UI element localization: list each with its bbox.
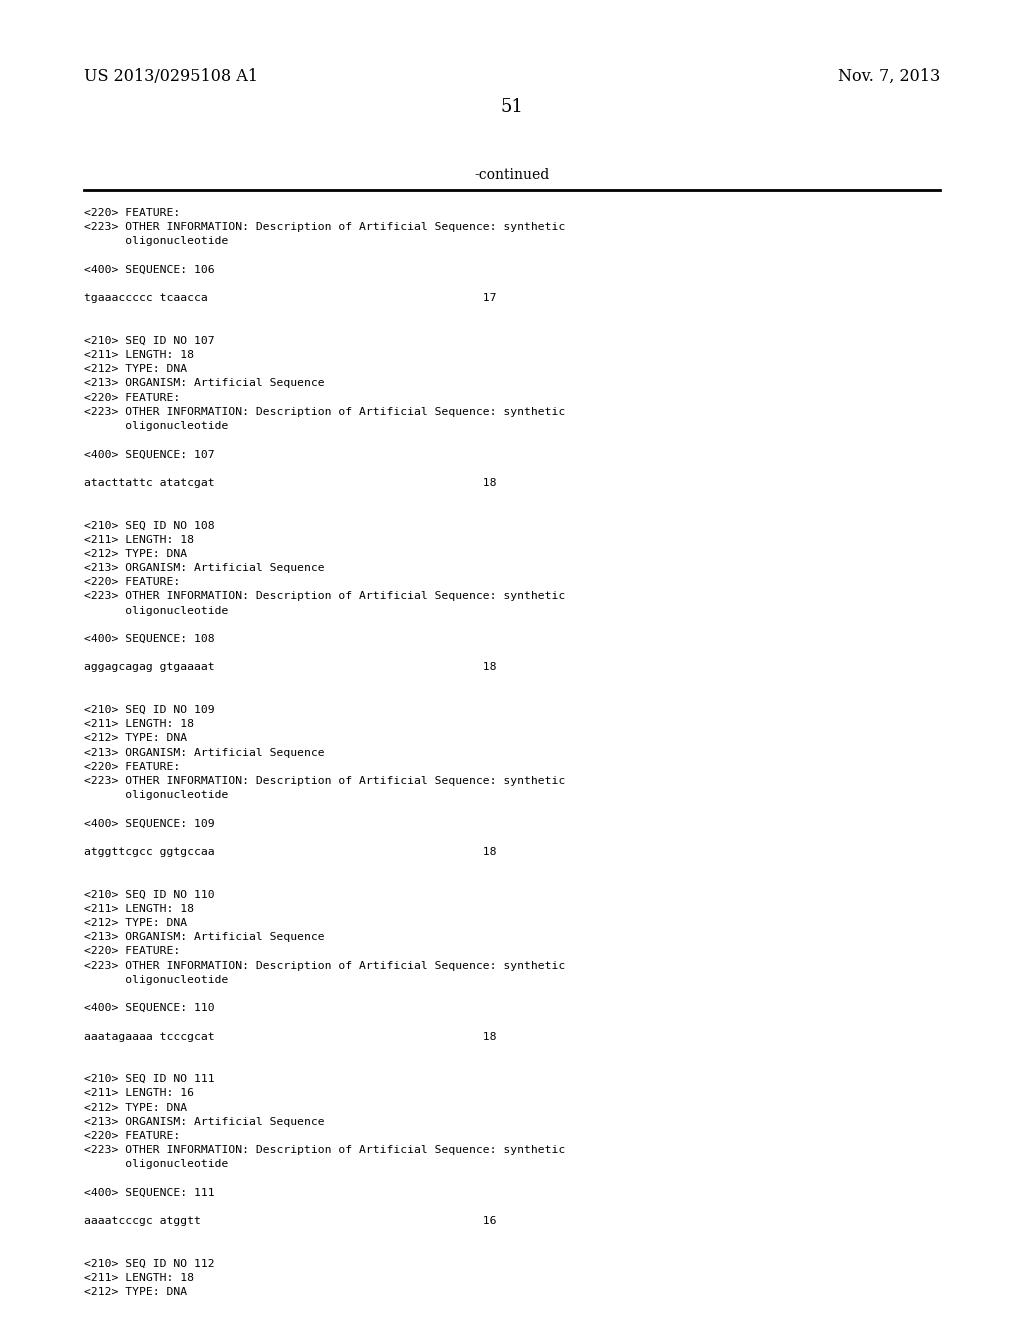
- Text: <220> FEATURE:: <220> FEATURE:: [84, 1131, 180, 1140]
- Text: oligonucleotide: oligonucleotide: [84, 1159, 228, 1170]
- Text: <212> TYPE: DNA: <212> TYPE: DNA: [84, 917, 187, 928]
- Text: oligonucleotide: oligonucleotide: [84, 791, 228, 800]
- Text: <213> ORGANISM: Artificial Sequence: <213> ORGANISM: Artificial Sequence: [84, 379, 325, 388]
- Text: <210> SEQ ID NO 108: <210> SEQ ID NO 108: [84, 520, 215, 531]
- Text: <211> LENGTH: 18: <211> LENGTH: 18: [84, 719, 194, 729]
- Text: <223> OTHER INFORMATION: Description of Artificial Sequence: synthetic: <223> OTHER INFORMATION: Description of …: [84, 407, 565, 417]
- Text: aggagcagag gtgaaaat                                       18: aggagcagag gtgaaaat 18: [84, 663, 497, 672]
- Text: atggttcgcc ggtgccaa                                       18: atggttcgcc ggtgccaa 18: [84, 847, 497, 857]
- Text: <223> OTHER INFORMATION: Description of Artificial Sequence: synthetic: <223> OTHER INFORMATION: Description of …: [84, 1146, 565, 1155]
- Text: <211> LENGTH: 18: <211> LENGTH: 18: [84, 1272, 194, 1283]
- Text: <210> SEQ ID NO 111: <210> SEQ ID NO 111: [84, 1074, 215, 1084]
- Text: US 2013/0295108 A1: US 2013/0295108 A1: [84, 69, 258, 84]
- Text: <212> TYPE: DNA: <212> TYPE: DNA: [84, 1287, 187, 1298]
- Text: aaaatcccgc atggtt                                         16: aaaatcccgc atggtt 16: [84, 1216, 497, 1226]
- Text: <213> ORGANISM: Artificial Sequence: <213> ORGANISM: Artificial Sequence: [84, 1117, 325, 1127]
- Text: <400> SEQUENCE: 111: <400> SEQUENCE: 111: [84, 1188, 215, 1197]
- Text: <400> SEQUENCE: 110: <400> SEQUENCE: 110: [84, 1003, 215, 1014]
- Text: <210> SEQ ID NO 110: <210> SEQ ID NO 110: [84, 890, 215, 900]
- Text: <212> TYPE: DNA: <212> TYPE: DNA: [84, 1102, 187, 1113]
- Text: <210> SEQ ID NO 112: <210> SEQ ID NO 112: [84, 1259, 215, 1269]
- Text: 51: 51: [501, 98, 523, 116]
- Text: atacttattc atatcgat                                       18: atacttattc atatcgat 18: [84, 478, 497, 488]
- Text: <213> ORGANISM: Artificial Sequence: <213> ORGANISM: Artificial Sequence: [84, 747, 325, 758]
- Text: oligonucleotide: oligonucleotide: [84, 421, 228, 432]
- Text: <220> FEATURE:: <220> FEATURE:: [84, 946, 180, 957]
- Text: <211> LENGTH: 18: <211> LENGTH: 18: [84, 904, 194, 913]
- Text: <220> FEATURE:: <220> FEATURE:: [84, 392, 180, 403]
- Text: <223> OTHER INFORMATION: Description of Artificial Sequence: synthetic: <223> OTHER INFORMATION: Description of …: [84, 591, 565, 602]
- Text: oligonucleotide: oligonucleotide: [84, 606, 228, 615]
- Text: <223> OTHER INFORMATION: Description of Artificial Sequence: synthetic: <223> OTHER INFORMATION: Description of …: [84, 222, 565, 232]
- Text: <213> ORGANISM: Artificial Sequence: <213> ORGANISM: Artificial Sequence: [84, 564, 325, 573]
- Text: <213> ORGANISM: Artificial Sequence: <213> ORGANISM: Artificial Sequence: [84, 932, 325, 942]
- Text: Nov. 7, 2013: Nov. 7, 2013: [838, 69, 940, 84]
- Text: oligonucleotide: oligonucleotide: [84, 974, 228, 985]
- Text: <211> LENGTH: 16: <211> LENGTH: 16: [84, 1089, 194, 1098]
- Text: <400> SEQUENCE: 109: <400> SEQUENCE: 109: [84, 818, 215, 829]
- Text: <210> SEQ ID NO 109: <210> SEQ ID NO 109: [84, 705, 215, 715]
- Text: aaatagaaaa tcccgcat                                       18: aaatagaaaa tcccgcat 18: [84, 1032, 497, 1041]
- Text: <220> FEATURE:: <220> FEATURE:: [84, 577, 180, 587]
- Text: <220> FEATURE:: <220> FEATURE:: [84, 209, 180, 218]
- Text: <223> OTHER INFORMATION: Description of Artificial Sequence: synthetic: <223> OTHER INFORMATION: Description of …: [84, 776, 565, 785]
- Text: <223> OTHER INFORMATION: Description of Artificial Sequence: synthetic: <223> OTHER INFORMATION: Description of …: [84, 961, 565, 970]
- Text: -continued: -continued: [474, 168, 550, 182]
- Text: <400> SEQUENCE: 107: <400> SEQUENCE: 107: [84, 449, 215, 459]
- Text: <211> LENGTH: 18: <211> LENGTH: 18: [84, 535, 194, 545]
- Text: <212> TYPE: DNA: <212> TYPE: DNA: [84, 734, 187, 743]
- Text: <220> FEATURE:: <220> FEATURE:: [84, 762, 180, 772]
- Text: tgaaaccccc tcaacca                                        17: tgaaaccccc tcaacca 17: [84, 293, 497, 304]
- Text: <400> SEQUENCE: 108: <400> SEQUENCE: 108: [84, 634, 215, 644]
- Text: <211> LENGTH: 18: <211> LENGTH: 18: [84, 350, 194, 360]
- Text: oligonucleotide: oligonucleotide: [84, 236, 228, 247]
- Text: <212> TYPE: DNA: <212> TYPE: DNA: [84, 364, 187, 374]
- Text: <210> SEQ ID NO 107: <210> SEQ ID NO 107: [84, 335, 215, 346]
- Text: <400> SEQUENCE: 106: <400> SEQUENCE: 106: [84, 265, 215, 275]
- Text: <212> TYPE: DNA: <212> TYPE: DNA: [84, 549, 187, 558]
